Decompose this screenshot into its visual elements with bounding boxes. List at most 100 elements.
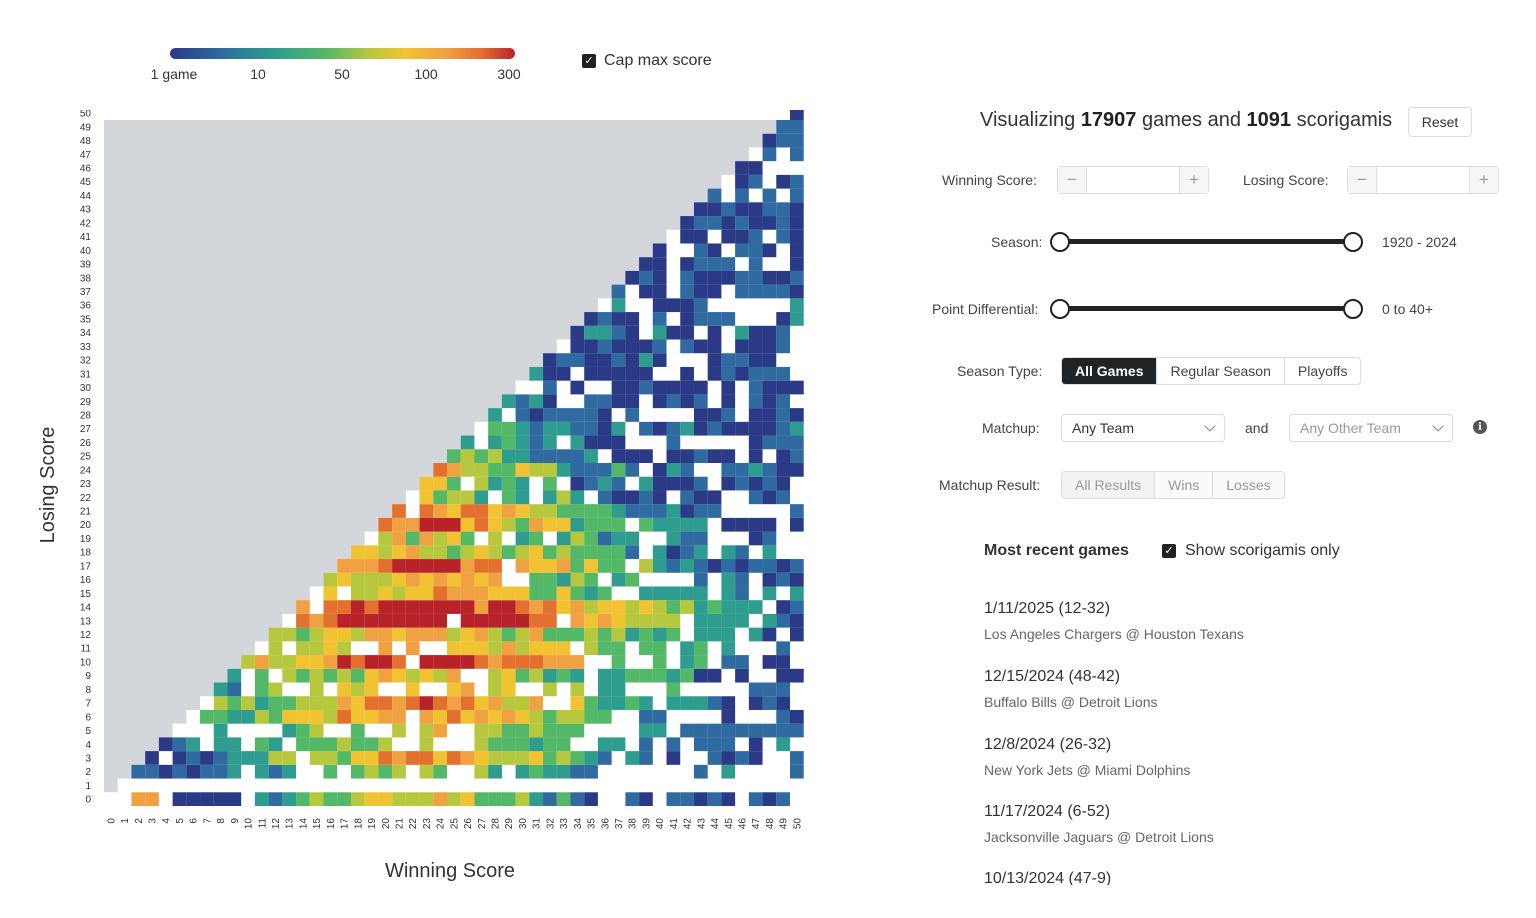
heatmap-cell[interactable]: [652, 463, 667, 477]
heatmap-cell[interactable]: [488, 764, 502, 779]
heatmap-cell[interactable]: [378, 737, 393, 752]
heatmap-cell[interactable]: [611, 682, 626, 697]
heatmap-cell[interactable]: [748, 517, 763, 532]
heatmap-cell[interactable]: [186, 764, 201, 779]
heatmap-cell[interactable]: [488, 792, 502, 806]
heatmap-cell[interactable]: [556, 709, 571, 724]
heatmap-cell[interactable]: [392, 545, 406, 560]
heatmap-cell[interactable]: [543, 709, 557, 724]
heatmap-cell[interactable]: [556, 490, 571, 505]
heatmap-cell[interactable]: [680, 490, 694, 505]
heatmap-cell[interactable]: [584, 463, 598, 477]
heatmap-cell[interactable]: [584, 366, 598, 381]
heatmap-cell[interactable]: [570, 613, 585, 628]
heatmap-cell[interactable]: [309, 668, 324, 683]
heatmap-cell[interactable]: [213, 737, 228, 752]
heatmap-cell[interactable]: [680, 723, 694, 738]
heatmap-cell[interactable]: [776, 325, 790, 340]
heatmap-cell[interactable]: [488, 463, 502, 477]
heatmap-cell[interactable]: [652, 586, 667, 601]
heatmap-cell[interactable]: [268, 627, 283, 642]
heatmap-cell[interactable]: [419, 600, 434, 614]
heatmap-cell[interactable]: [543, 449, 557, 463]
heatmap-cell[interactable]: [460, 792, 475, 806]
heatmap-cell[interactable]: [762, 559, 777, 573]
heatmap-cell[interactable]: [721, 572, 736, 587]
heatmap-cell[interactable]: [364, 751, 379, 765]
heatmap-cell[interactable]: [460, 586, 475, 601]
heatmap-cell[interactable]: [419, 764, 434, 779]
heatmap-cell[interactable]: [693, 312, 708, 326]
heatmap-cell[interactable]: [584, 751, 598, 765]
heatmap-cell[interactable]: [762, 216, 777, 230]
heatmap-cell[interactable]: [227, 792, 242, 806]
heatmap-cell[interactable]: [268, 696, 283, 710]
heatmap-cell[interactable]: [693, 600, 708, 614]
heatmap-cell[interactable]: [748, 476, 763, 491]
heatmap-cell[interactable]: [323, 600, 338, 614]
heatmap-cell[interactable]: [584, 709, 598, 724]
heatmap-cell[interactable]: [556, 504, 571, 518]
heatmap-cell[interactable]: [666, 435, 681, 450]
info-icon[interactable]: i: [1473, 420, 1487, 434]
heatmap-cell[interactable]: [172, 737, 187, 752]
heatmap-cell[interactable]: [680, 545, 694, 560]
heatmap-cell[interactable]: [639, 641, 653, 656]
heatmap-cell[interactable]: [680, 600, 694, 614]
heatmap-cell[interactable]: [748, 353, 763, 367]
heatmap-cell[interactable]: [378, 792, 393, 806]
heatmap-cell[interactable]: [296, 627, 310, 642]
heatmap-cell[interactable]: [721, 627, 736, 642]
heatmap-cell[interactable]: [762, 613, 777, 628]
heatmap-cell[interactable]: [309, 751, 324, 765]
heatmap-cell[interactable]: [735, 545, 749, 560]
heatmap-cell[interactable]: [529, 696, 544, 710]
heatmap-cell[interactable]: [776, 463, 790, 477]
heatmap-cell[interactable]: [296, 723, 310, 738]
heatmap-cell[interactable]: [652, 600, 667, 614]
heatmap-cell[interactable]: [652, 312, 667, 326]
heatmap-cell[interactable]: [762, 435, 777, 450]
heatmap-cell[interactable]: [570, 421, 585, 436]
heatmap-cell[interactable]: [639, 449, 653, 463]
heatmap-cell[interactable]: [378, 696, 393, 710]
heatmap-cell[interactable]: [584, 696, 598, 710]
heatmap-cell[interactable]: [721, 366, 736, 381]
season-slider-track[interactable]: [1060, 239, 1353, 244]
heatmap-cell[interactable]: [515, 655, 530, 669]
losing-score-stepper[interactable]: − +: [1347, 166, 1499, 194]
heatmap-cell[interactable]: [474, 463, 489, 477]
heatmap-cell[interactable]: [488, 641, 502, 656]
heatmap-cell[interactable]: [611, 531, 626, 546]
heatmap-cell[interactable]: [611, 394, 626, 409]
heatmap-cell[interactable]: [337, 627, 351, 642]
heatmap-cell[interactable]: [652, 298, 667, 313]
heatmap-cell[interactable]: [350, 737, 365, 752]
heatmap-cell[interactable]: [378, 613, 393, 628]
heatmap-cell[interactable]: [707, 284, 722, 299]
heatmap-cell[interactable]: [790, 133, 804, 148]
heatmap-cell[interactable]: [419, 531, 434, 546]
heatmap-cell[interactable]: [515, 408, 530, 422]
heatmap-cell[interactable]: [447, 476, 461, 491]
heatmap-cell[interactable]: [529, 737, 544, 752]
heatmap-cell[interactable]: [776, 641, 790, 656]
heatmap-cell[interactable]: [460, 600, 475, 614]
heatmap-cell[interactable]: [474, 641, 489, 656]
heatmap-cell[interactable]: [488, 559, 502, 573]
heatmap-cell[interactable]: [570, 463, 585, 477]
heatmap-cell[interactable]: [474, 613, 489, 628]
heatmap-cell[interactable]: [543, 792, 557, 806]
heatmap-cell[interactable]: [570, 792, 585, 806]
heatmap-cell[interactable]: [433, 751, 447, 765]
heatmap-cell[interactable]: [556, 366, 571, 381]
list-item[interactable]: 10/13/2024 (47-9): [984, 870, 1111, 885]
heatmap-cell[interactable]: [735, 229, 749, 244]
heatmap-cell[interactable]: [721, 696, 736, 710]
heatmap-cell[interactable]: [254, 682, 269, 697]
heatmap-cell[interactable]: [570, 353, 585, 367]
heatmap-cell[interactable]: [611, 655, 626, 669]
heatmap-cell[interactable]: [447, 709, 461, 724]
season-type-regular-season[interactable]: Regular Season: [1157, 358, 1285, 384]
heatmap-cell[interactable]: [419, 586, 434, 601]
